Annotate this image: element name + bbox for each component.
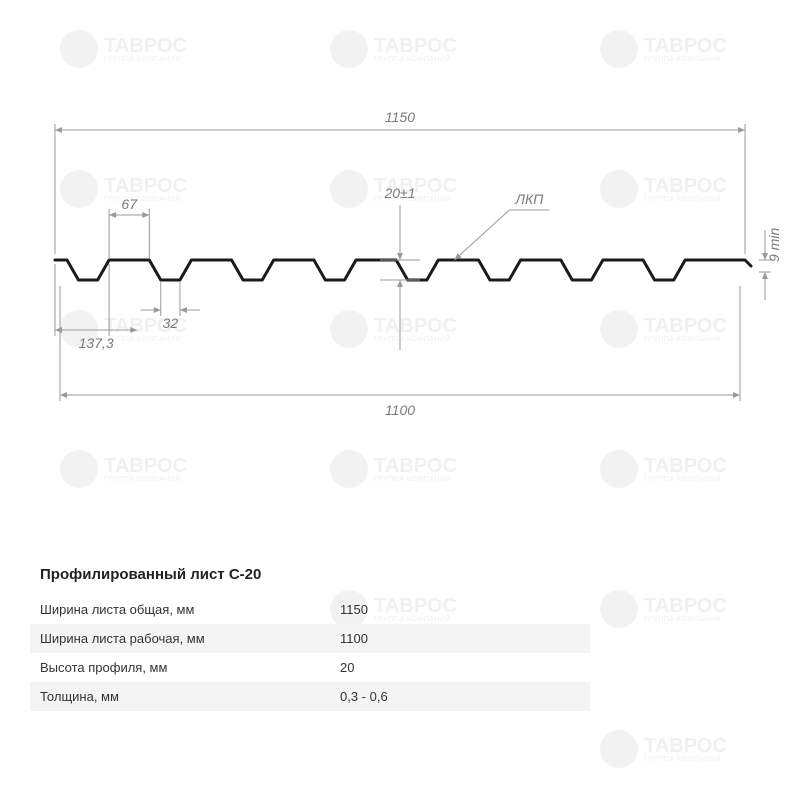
watermark: ТАВРОСГРУППА КОМПАНИЙ <box>600 730 727 768</box>
svg-text:9 min: 9 min <box>766 228 782 262</box>
spec-label: Ширина листа рабочая, мм <box>40 631 340 646</box>
profile-diagram: 1150 1100 137,3 67 32 20±1 ЛКП 9 min <box>0 0 800 520</box>
spec-value: 20 <box>340 660 580 675</box>
diagram-svg: 1150 1100 137,3 67 32 20±1 ЛКП 9 min <box>0 0 800 520</box>
watermark: ТАВРОСГРУППА КОМПАНИЙ <box>600 590 727 628</box>
svg-text:1150: 1150 <box>385 109 415 125</box>
spec-table: Профилированный лист С-20 Ширина листа о… <box>30 560 590 711</box>
spec-label: Высота профиля, мм <box>40 660 340 675</box>
spec-row: Высота профиля, мм20 <box>30 653 590 682</box>
spec-row: Толщина, мм0,3 - 0,6 <box>30 682 590 711</box>
spec-label: Толщина, мм <box>40 689 340 704</box>
spec-value: 1150 <box>340 602 580 617</box>
svg-text:ЛКП: ЛКП <box>514 191 544 207</box>
spec-value: 0,3 - 0,6 <box>340 689 580 704</box>
spec-value: 1100 <box>340 631 580 646</box>
spec-title: Профилированный лист С-20 <box>30 560 590 589</box>
svg-text:137,3: 137,3 <box>79 335 114 351</box>
spec-row: Ширина листа рабочая, мм1100 <box>30 624 590 653</box>
svg-text:20±1: 20±1 <box>383 185 415 201</box>
svg-text:1100: 1100 <box>385 402 415 418</box>
svg-text:67: 67 <box>121 196 138 212</box>
spec-row: Ширина листа общая, мм1150 <box>30 595 590 624</box>
svg-text:32: 32 <box>163 315 179 331</box>
spec-label: Ширина листа общая, мм <box>40 602 340 617</box>
